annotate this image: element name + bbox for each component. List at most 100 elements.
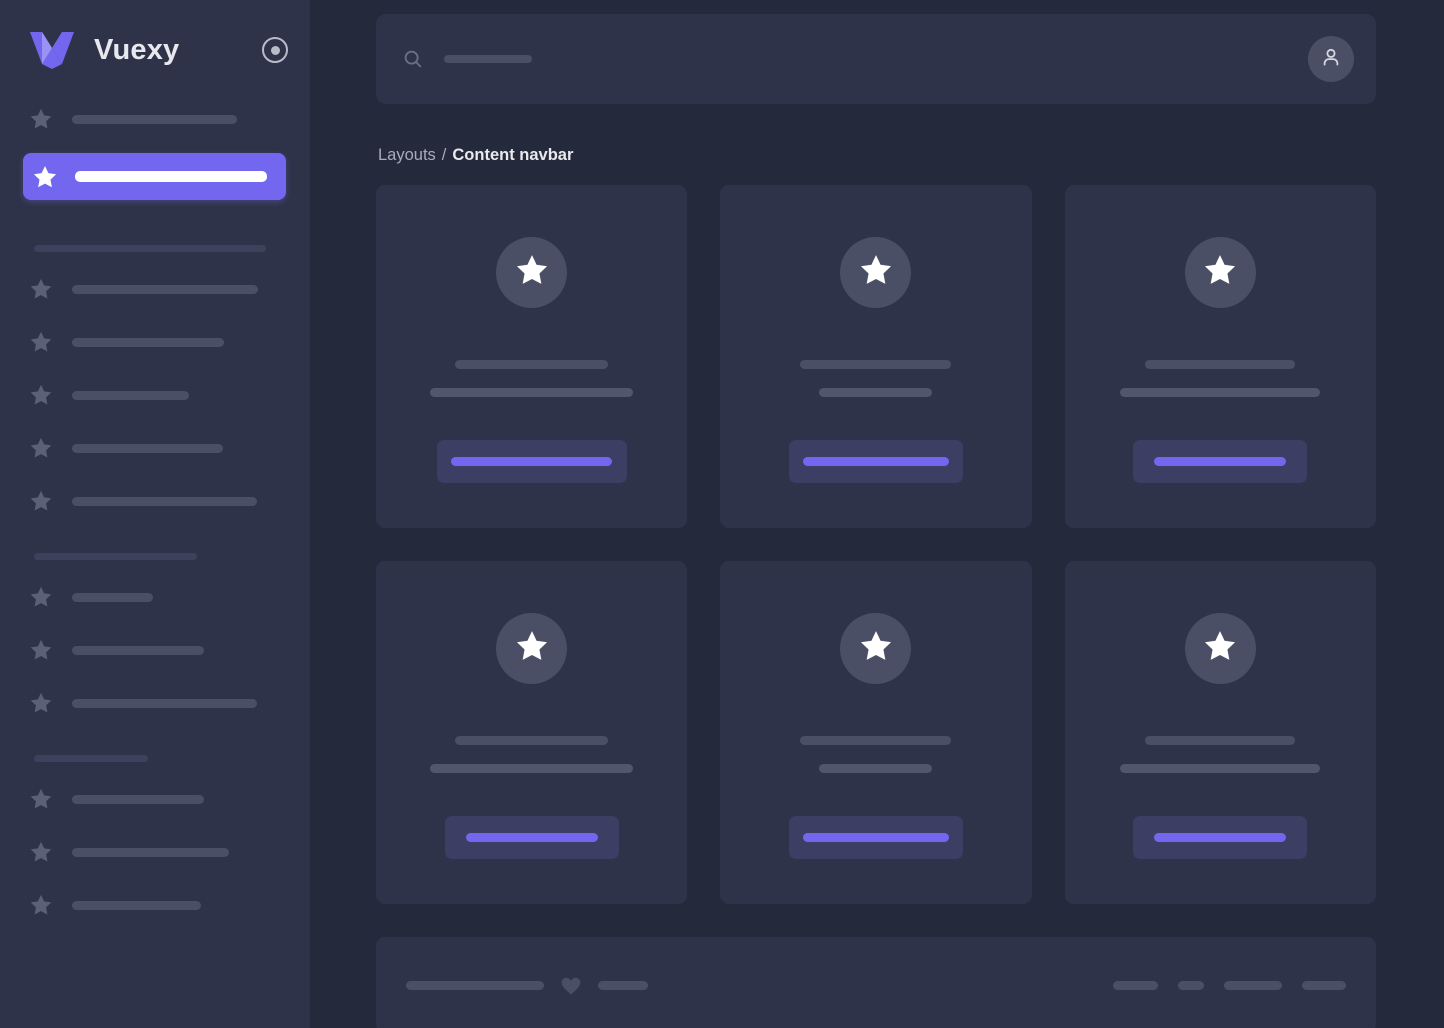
card-5 [720, 561, 1032, 904]
sidebar-item-label [75, 171, 267, 182]
card-text-skeleton [720, 360, 1031, 397]
user-icon [1319, 45, 1343, 74]
sidebar-item-13[interactable] [24, 886, 288, 924]
card-6 [1064, 561, 1376, 904]
footer-link-2[interactable] [1178, 980, 1204, 990]
footer-bar [376, 937, 1376, 1028]
card-line-1 [455, 360, 609, 369]
sidebar-item-label [72, 645, 204, 655]
sidebar-item-10[interactable] [24, 684, 288, 722]
card-avatar [1184, 613, 1256, 684]
card-2 [720, 185, 1032, 528]
footer-link-1[interactable] [1113, 980, 1158, 990]
sidebar-item-label [72, 337, 224, 347]
heart-icon [560, 974, 582, 996]
card-button-label [1154, 457, 1287, 466]
card-line-2 [1120, 764, 1321, 773]
sidebar-item-label [72, 900, 201, 910]
card-line-1 [455, 736, 609, 745]
star-icon [28, 690, 58, 716]
search-placeholder [444, 55, 532, 63]
sidebar-section-header [34, 245, 266, 252]
search-icon [402, 48, 424, 70]
card-button-label [451, 457, 613, 466]
card-avatar [840, 237, 912, 308]
sidebar-item-3[interactable] [24, 270, 288, 308]
sidebar-item-6[interactable] [24, 429, 288, 467]
card-avatar [496, 613, 568, 684]
card-text-skeleton [720, 736, 1031, 773]
sidebar-item-label [72, 698, 257, 708]
sidebar-group-2-items [0, 270, 310, 520]
sidebar-item-5[interactable] [24, 376, 288, 414]
spacer [0, 535, 310, 553]
card-action-button[interactable] [788, 440, 963, 483]
sidebar-section-header [34, 553, 197, 560]
sidebar-item-7[interactable] [24, 482, 288, 520]
footer-left [406, 974, 1113, 996]
sidebar-group-3-items [0, 578, 310, 722]
card-text-skeleton [376, 736, 687, 773]
footer-links [1113, 980, 1346, 990]
content-navbar [376, 14, 1376, 104]
star-icon [28, 106, 58, 132]
star-icon [28, 584, 58, 610]
card-action-button[interactable] [1133, 816, 1308, 859]
brand-name: Vuexy [94, 33, 180, 66]
sidebar-item-label [72, 592, 153, 602]
sidebar-item-label [72, 443, 223, 453]
star-icon [28, 329, 58, 355]
sidebar-group-2 [0, 245, 310, 252]
star-icon [1201, 627, 1239, 670]
card-line-2 [819, 388, 933, 397]
footer-link-4[interactable] [1302, 980, 1346, 990]
card-action-button[interactable] [1133, 440, 1308, 483]
star-icon [857, 251, 895, 294]
card-line-2 [430, 764, 634, 773]
breadcrumb: Layouts / Content navbar [378, 146, 1376, 165]
sidebar-item-label [72, 794, 204, 804]
card-line-1 [1145, 736, 1296, 745]
sidebar-item-12[interactable] [24, 833, 288, 871]
sidebar-brand[interactable]: Vuexy [0, 0, 310, 100]
breadcrumb-separator: / [441, 146, 447, 164]
card-avatar [1184, 237, 1256, 308]
card-action-button[interactable] [788, 816, 963, 859]
sidebar-item-9[interactable] [24, 631, 288, 669]
spacer [0, 215, 310, 245]
card-1 [376, 185, 688, 528]
sidebar-item-1[interactable] [24, 100, 288, 138]
sidebar-item-11[interactable] [24, 780, 288, 818]
card-button-label [802, 833, 949, 842]
star-icon [28, 276, 58, 302]
sidebar-group-4-items [0, 780, 310, 924]
sidebar-group-1 [0, 100, 310, 200]
card-text-skeleton [1065, 736, 1376, 773]
star-icon [31, 163, 61, 191]
card-line-2 [819, 764, 933, 773]
footer-link-3[interactable] [1224, 980, 1282, 990]
card-line-2 [430, 388, 634, 397]
sidebar-group-4 [0, 755, 310, 762]
star-icon [28, 488, 58, 514]
card-grid [376, 185, 1376, 904]
sidebar-section-header [34, 755, 148, 762]
star-icon [28, 839, 58, 865]
vuexy-v-logo-icon [28, 30, 76, 70]
card-button-label [1154, 833, 1287, 842]
sidebar-item-label [72, 284, 258, 294]
search-input[interactable] [402, 48, 1308, 70]
star-icon [28, 637, 58, 663]
card-action-button[interactable] [436, 440, 627, 483]
avatar[interactable] [1308, 36, 1354, 82]
card-3 [1064, 185, 1376, 528]
circle-dot-icon[interactable] [262, 37, 288, 63]
star-icon [857, 627, 895, 670]
card-avatar [840, 613, 912, 684]
sidebar-item-2-active[interactable] [23, 153, 286, 200]
breadcrumb-parent[interactable]: Layouts [378, 146, 436, 164]
sidebar-item-8[interactable] [24, 578, 288, 616]
sidebar-item-4[interactable] [24, 323, 288, 361]
card-action-button[interactable] [444, 816, 619, 859]
